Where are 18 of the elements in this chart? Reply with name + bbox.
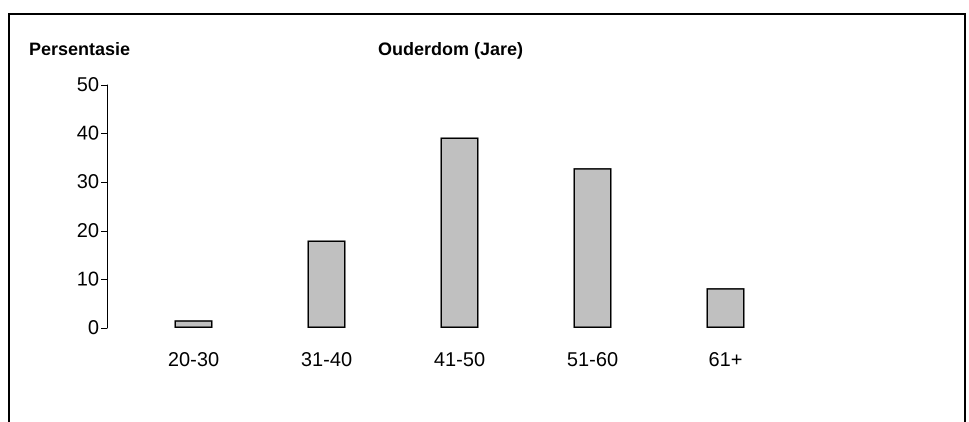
x-tick-label: 61+ <box>708 349 742 371</box>
x-tick-label: 20-30 <box>168 349 220 371</box>
y-tick-label: 0 <box>88 317 99 339</box>
y-tick-label: 20 <box>76 220 99 242</box>
x-tick-label: 41-50 <box>434 349 486 371</box>
x-tick-label: 31-40 <box>300 349 352 371</box>
bar <box>574 168 612 328</box>
y-axis-title: Persentasie <box>29 39 130 59</box>
y-tick-label: 50 <box>76 74 99 96</box>
y-tick-label: 30 <box>76 171 99 194</box>
bar <box>440 137 478 328</box>
y-tick-label: 10 <box>76 268 99 290</box>
bar <box>706 288 744 328</box>
y-tick-label: 40 <box>76 122 99 145</box>
bar <box>174 320 212 328</box>
x-tick-label: 51-60 <box>566 349 618 371</box>
bar <box>308 240 346 328</box>
x-axis-title: Ouderdom (Jare) <box>378 39 524 59</box>
